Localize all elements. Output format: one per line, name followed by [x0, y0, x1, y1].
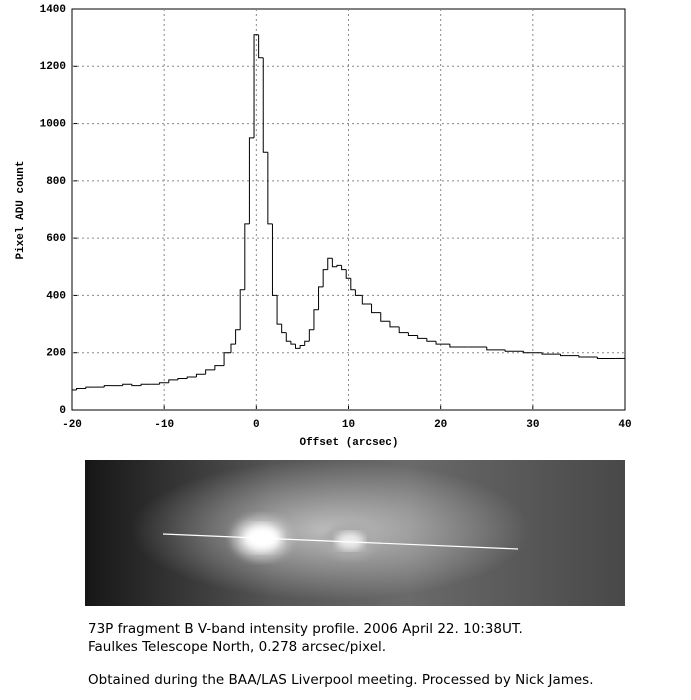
step-segment: [103, 385, 114, 388]
step-segment: [290, 341, 296, 345]
x-tick-label: 10: [342, 419, 355, 431]
step-segment: [248, 137, 255, 224]
step-segment: [267, 152, 273, 225]
step-segment: [140, 383, 151, 386]
step-segment: [304, 340, 310, 346]
y-tick-label: 600: [46, 233, 66, 245]
step-segment: [486, 346, 506, 351]
step-segment: [262, 57, 268, 153]
step-segment: [336, 264, 342, 267]
step-segment: [244, 223, 250, 290]
step-segment: [426, 338, 437, 342]
step-segment: [541, 352, 561, 355]
step-segment: [122, 383, 132, 386]
step-segment: [258, 34, 264, 59]
step-segment: [449, 344, 469, 348]
y-tick-label: 1200: [40, 61, 66, 73]
step-segment: [417, 335, 427, 339]
step-segment: [276, 295, 282, 325]
step-segment: [159, 382, 169, 385]
step-segment: [214, 365, 225, 370]
caption-line: Obtained during the BAA/LAS Liverpool me…: [88, 672, 594, 688]
step-segment: [230, 343, 236, 353]
y-tick-label: 0: [59, 405, 66, 417]
step-segment: [389, 321, 400, 328]
step-segment: [398, 326, 409, 334]
step-segment: [177, 377, 188, 380]
step-segment: [327, 257, 333, 270]
caption-line: Faulkes Telescope North, 0.278 arcsec/pi…: [88, 639, 386, 655]
x-tick-label: -10: [154, 419, 174, 431]
step-segment: [299, 345, 305, 349]
step-segment: [285, 332, 291, 342]
step-segment: [131, 384, 142, 387]
step-segment: [168, 379, 178, 383]
step-segment: [253, 34, 259, 138]
step-segment: [318, 286, 324, 310]
step-segment: [559, 354, 579, 357]
x-tick-label: 40: [618, 419, 631, 431]
step-segment: [235, 329, 241, 345]
y-tick-label: 200: [46, 348, 66, 360]
y-tick-label: 400: [46, 290, 66, 302]
step-segment: [195, 373, 206, 378]
x-tick-label: 20: [434, 419, 447, 431]
x-axis-title: Offset (arcsec): [299, 437, 398, 449]
step-segment: [186, 376, 197, 379]
step-segment: [361, 295, 372, 305]
step-segment: [85, 386, 96, 389]
step-segment: [281, 324, 287, 334]
y-tick-label: 1000: [40, 118, 66, 130]
step-segment: [295, 344, 301, 349]
step-segment: [380, 312, 390, 322]
y-tick-label: 1400: [40, 4, 66, 16]
step-segment: [578, 355, 598, 358]
x-tick-label: -20: [62, 419, 82, 431]
comet-image: [85, 460, 625, 606]
step-segment: [322, 269, 328, 287]
step-segment: [350, 278, 356, 291]
caption-line: 73P fragment B V-band intensity profile.…: [88, 621, 523, 637]
step-segment: [523, 351, 543, 354]
step-segment: [341, 265, 347, 271]
x-tick-label: 30: [526, 419, 539, 431]
step-segment: [313, 309, 319, 330]
step-segment: [371, 304, 381, 314]
step-segment: [331, 258, 337, 268]
step-segment: [223, 352, 231, 366]
step-segment: [205, 369, 215, 375]
step-segment: [271, 223, 278, 296]
step-segment: [407, 332, 418, 337]
y-tick-label: 800: [46, 176, 66, 188]
step-segment: [504, 349, 524, 352]
step-segment: [308, 329, 314, 342]
step-segment: [76, 388, 86, 390]
step-segment: [596, 357, 616, 359]
step-segment: [345, 269, 351, 279]
step-segment: [354, 289, 363, 296]
x-tick-label: 0: [253, 419, 260, 431]
step-segment: [239, 289, 245, 330]
y-axis-title: Pixel ADU count: [15, 160, 27, 259]
step-segment: [435, 341, 450, 345]
